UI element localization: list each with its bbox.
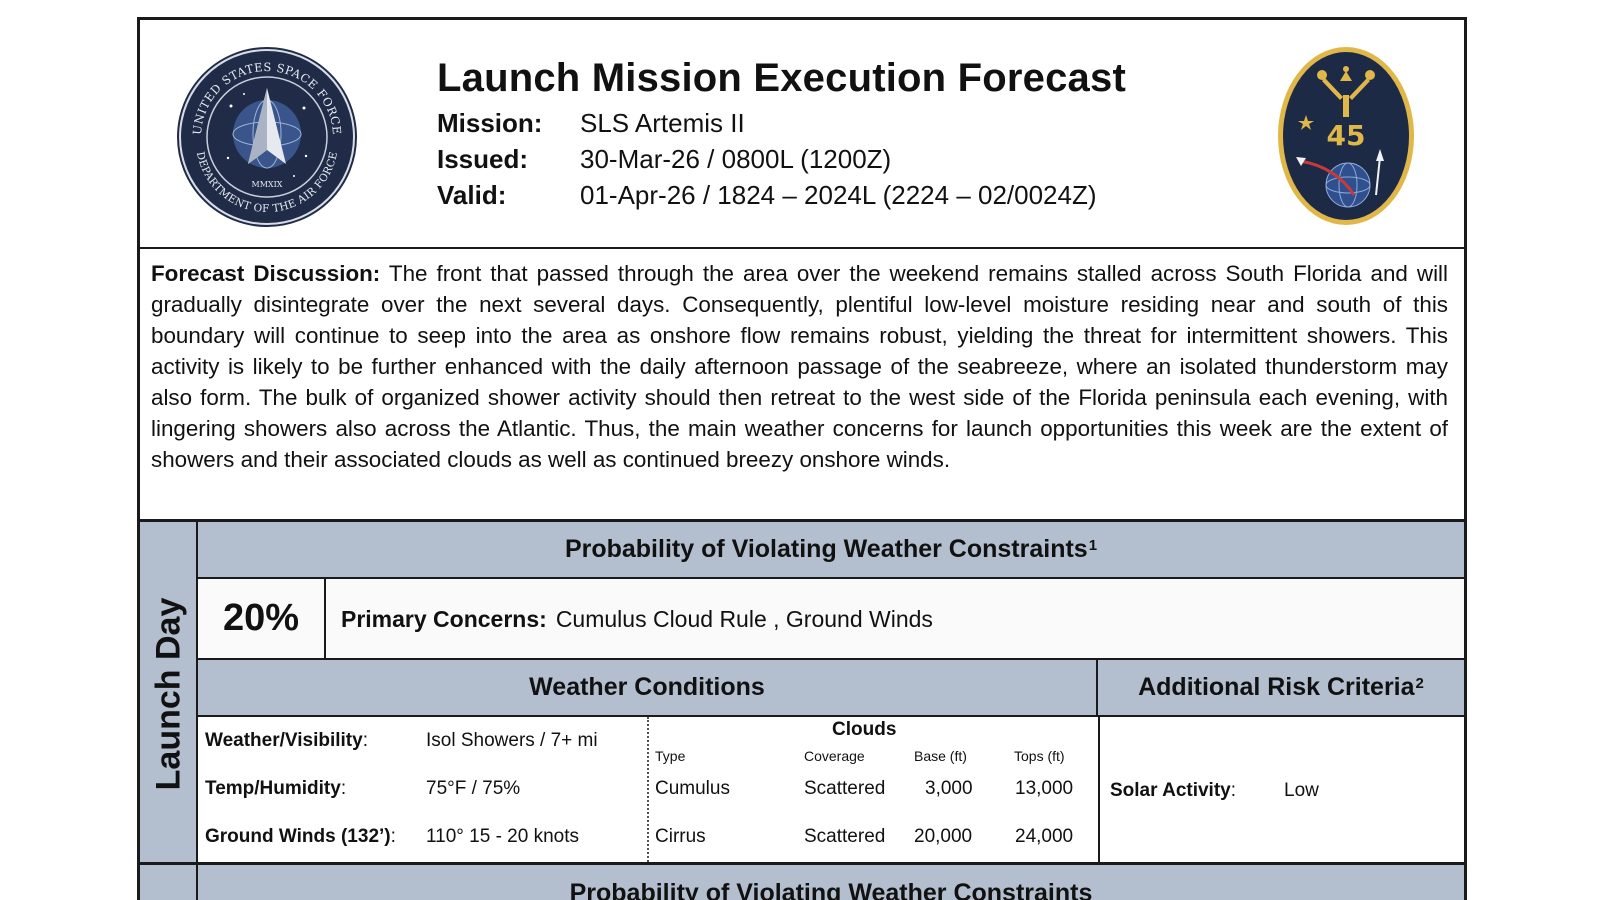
issued-value: 30-Mar-26 / 0800L (1200Z) [580, 144, 892, 174]
additional-risk-header-text: Additional Risk Criteria [1138, 673, 1415, 701]
forecast-document: UNITED STATES SPACE FORCE DEPARTMENT OF … [137, 17, 1467, 900]
condition-label: Weather/Visibility: [205, 730, 368, 751]
next-probability-header: Probability of Violating Weather Constra… [198, 865, 1464, 900]
valid-label: Valid: [437, 180, 507, 210]
weather-conditions-table: Weather/Visibility: Isol Showers / 7+ mi… [198, 717, 1464, 862]
launch-day-label: Launch Day [149, 597, 188, 791]
cloud-coverage: Scattered [804, 778, 886, 799]
discussion-text: The front that passed through the area o… [151, 261, 1448, 472]
space-force-seal-icon: UNITED STATES SPACE FORCE DEPARTMENT OF … [177, 47, 357, 227]
probability-row: 20% Primary Concerns: Cumulus Cloud Rule … [198, 579, 1464, 660]
condition-value: 75°F / 75% [426, 778, 521, 799]
solar-activity-label: Solar Activity: [1110, 780, 1237, 801]
launch-day-sidebar: Launch Day [140, 522, 198, 862]
mission-value: SLS Artemis II [580, 108, 745, 138]
valid-row: Valid: 01-Apr-26 / 1824 – 2024L (2224 – 0… [437, 180, 1097, 211]
issued-row: Issued: 30-Mar-26 / 0800L (1200Z) [437, 144, 891, 175]
mission-row: Mission: SLS Artemis II [437, 108, 745, 139]
clouds-column-header: Tops (ft) [1014, 748, 1065, 764]
cloud-coverage: Scattered [804, 826, 886, 847]
svg-text:45: 45 [1327, 119, 1366, 152]
probability-header-text: Probability of Violating Weather Constra… [564, 535, 1088, 563]
footnote-1: 1 [1088, 537, 1098, 554]
risk-divider [1098, 717, 1100, 862]
issued-label: Issued: [437, 144, 529, 174]
discussion-label: Forecast Discussion: [151, 261, 381, 286]
svg-text:MMXIX: MMXIX [252, 180, 283, 189]
column-divider [647, 717, 649, 862]
forecast-discussion: Forecast Discussion: The front that pass… [151, 258, 1448, 475]
section-divider [140, 519, 1464, 522]
probability-value: 20% [198, 579, 326, 658]
clouds-column-header: Coverage [804, 748, 865, 764]
next-section-sidebar [140, 865, 198, 900]
footnote-2: 2 [1415, 675, 1424, 692]
cloud-type: Cirrus [655, 826, 706, 847]
primary-concerns: Primary Concerns: Cumulus Cloud Rule , Gr… [341, 606, 933, 633]
weather-conditions-header: Weather Conditions [198, 660, 1098, 717]
cloud-tops: 24,000 [1015, 826, 1074, 847]
cloud-base: 20,000 [914, 826, 973, 847]
45th-weather-squadron-emblem-icon: 45 [1278, 47, 1414, 225]
primary-concerns-label: Primary Concerns: [341, 606, 547, 632]
condition-label: Temp/Humidity: [205, 778, 347, 799]
mission-label: Mission: [437, 108, 543, 138]
probability-header: Probability of Violating Weather Constra… [198, 522, 1464, 579]
clouds-column-header: Type [655, 748, 686, 764]
clouds-header: Clouds [832, 719, 897, 740]
additional-risk-header: Additional Risk Criteria 2 [1098, 660, 1464, 717]
cloud-tops: 13,000 [1015, 778, 1074, 799]
forecast-header: UNITED STATES SPACE FORCE DEPARTMENT OF … [140, 20, 1464, 249]
solar-activity-value: Low [1284, 780, 1319, 801]
page-title: Launch Mission Execution Forecast [437, 56, 1126, 100]
cloud-base: 3,000 [925, 778, 973, 799]
condition-label: Ground Winds (132’): [205, 826, 396, 847]
condition-value: Isol Showers / 7+ mi [426, 730, 598, 751]
primary-concerns-value: Cumulus Cloud Rule , Ground Winds [555, 606, 933, 632]
condition-value: 110° 15 - 20 knots [426, 826, 580, 847]
section-divider [140, 862, 1464, 865]
cloud-type: Cumulus [655, 778, 730, 799]
valid-value: 01-Apr-26 / 1824 – 2024L (2224 – 02/0024… [580, 180, 1097, 210]
clouds-column-header: Base (ft) [914, 748, 967, 764]
